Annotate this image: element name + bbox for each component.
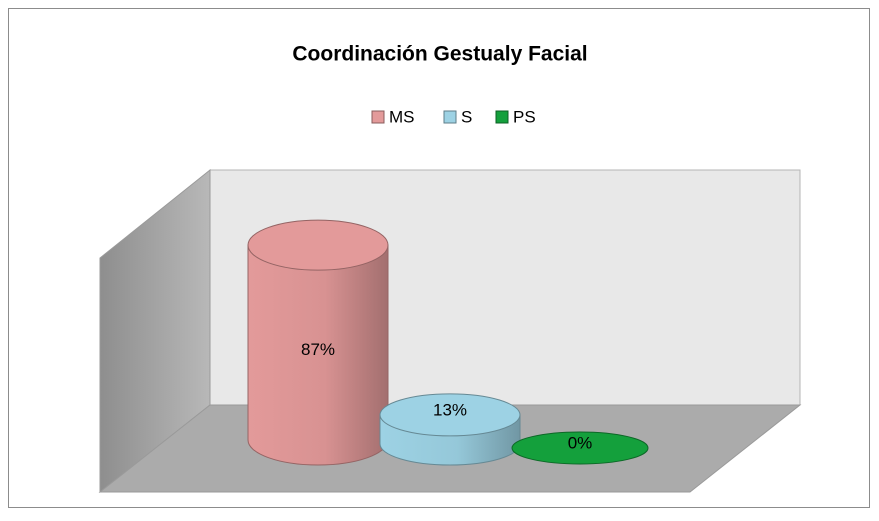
data-label: 87% [301, 340, 335, 359]
legend-label: S [461, 107, 472, 126]
legend-swatch [495, 110, 509, 124]
chart-title: Coordinación Gestualy Facial [292, 43, 587, 66]
data-label: 13% [433, 400, 467, 419]
plot: 87% 13% 0% [247, 219, 649, 466]
cylinder-top [247, 219, 389, 271]
legend-swatch [443, 110, 457, 124]
data-label: 0% [568, 433, 593, 452]
cylinder-top [379, 393, 521, 437]
legend: MS S PS [371, 107, 536, 126]
legend-label: PS [513, 107, 536, 126]
legend-swatch [371, 110, 385, 124]
legend-label: MS [389, 107, 415, 126]
cylinder-top [511, 431, 649, 465]
